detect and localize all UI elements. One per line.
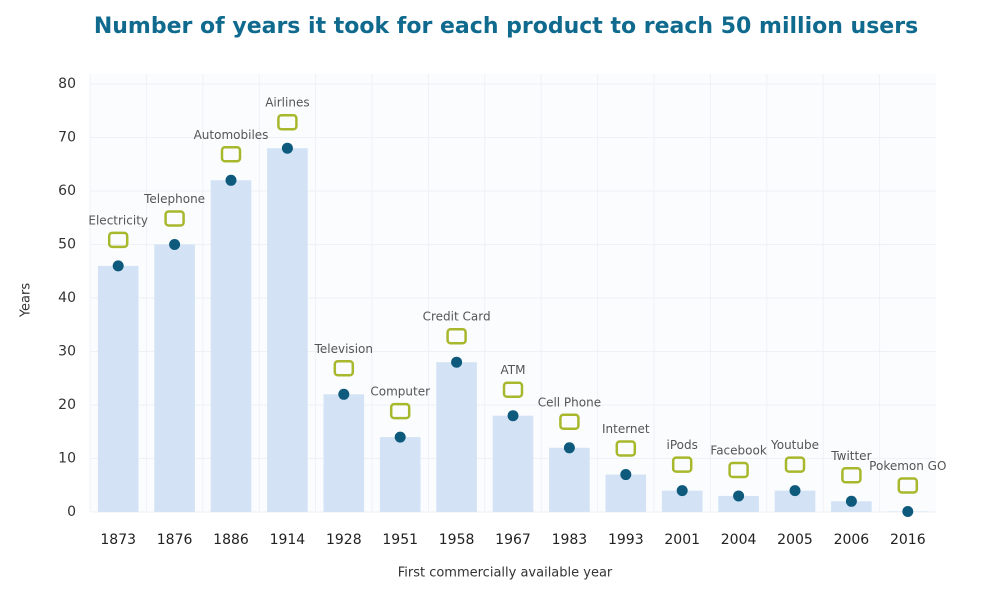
product-icon [728, 461, 749, 479]
y-tick-label: 20 [58, 397, 76, 413]
bar [718, 495, 759, 512]
x-tick-label: 1886 [213, 532, 249, 548]
x-tick-label: 1983 [552, 532, 588, 548]
data-dot [394, 431, 406, 443]
product-label: ATM [501, 363, 526, 377]
product-label: Computer [370, 385, 430, 399]
product-label: Facebook [710, 443, 766, 457]
x-tick-label: 2006 [834, 532, 870, 548]
x-tick-label: 1876 [157, 532, 193, 548]
y-tick-label: 40 [58, 290, 76, 306]
product-label: Television [314, 342, 373, 356]
chart-title: Number of years it took for each product… [94, 14, 918, 39]
bar [323, 394, 365, 512]
bar [97, 265, 139, 512]
x-tick-label: 1967 [495, 532, 531, 548]
product-icon [841, 467, 862, 484]
product-icon [615, 440, 637, 457]
x-axis-title: First commercially available year [398, 566, 613, 581]
x-tick-label: 2005 [777, 532, 813, 548]
product-icon [107, 231, 129, 249]
x-tick-label: 1873 [100, 532, 136, 548]
data-dot [676, 485, 688, 497]
y-tick-label: 60 [58, 183, 76, 199]
product-icon [897, 477, 919, 494]
y-tick-label: 0 [67, 504, 76, 520]
bar [661, 490, 703, 512]
data-dot [338, 388, 350, 400]
data-dot [169, 239, 181, 250]
product-label: Youtube [770, 438, 819, 452]
product-label: Credit Card [423, 310, 491, 324]
product-label: Pokemon GO [869, 459, 946, 473]
x-tick-label: 1958 [439, 532, 475, 548]
x-tick-label: 1928 [326, 532, 362, 548]
product-icon [389, 402, 411, 420]
bar [605, 474, 647, 512]
data-dot [281, 142, 293, 154]
y-axis-title: Years [19, 283, 34, 319]
product-icon [164, 210, 185, 227]
y-tick-label: 70 [58, 130, 76, 146]
bar [267, 148, 308, 512]
data-dot [507, 410, 519, 422]
bar [210, 180, 252, 513]
product-icon [220, 146, 242, 163]
product-icon [559, 413, 580, 431]
data-dot [902, 505, 914, 517]
bar [154, 244, 195, 512]
product-icon [446, 327, 467, 345]
data-dot [451, 356, 463, 368]
x-tick-label: 2001 [664, 532, 700, 548]
bar [436, 362, 477, 512]
data-dot [789, 485, 801, 497]
product-label: Automobiles [194, 128, 269, 142]
x-tick-label: 1993 [608, 532, 644, 548]
x-tick-label: 2004 [721, 532, 757, 548]
product-label: Airlines [265, 96, 309, 110]
data-dot [225, 174, 237, 186]
x-tick-label: 2016 [890, 532, 926, 548]
product-icon [671, 456, 693, 473]
product-icon [333, 360, 355, 377]
data-dot [563, 442, 575, 454]
y-tick-label: 50 [58, 237, 76, 253]
product-label: iPods [667, 438, 698, 452]
x-tick-label: 1951 [382, 532, 418, 548]
bar [774, 490, 816, 512]
product-icon [277, 113, 298, 131]
product-label: Cell Phone [538, 395, 601, 409]
data-dot [845, 495, 857, 507]
bar [379, 437, 421, 512]
bar [549, 447, 590, 512]
x-tick-label: 1914 [270, 532, 306, 548]
y-tick-label: 30 [58, 344, 76, 360]
product-label: Electricity [88, 213, 148, 227]
bar [492, 415, 534, 512]
data-dot [620, 469, 632, 481]
data-dot [112, 260, 124, 272]
product-label: Twitter [830, 449, 871, 463]
product-label: Internet [602, 422, 650, 436]
y-tick-label: 10 [58, 451, 76, 467]
product-label: Telephone [143, 192, 205, 206]
y-tick-label: 80 [58, 76, 76, 92]
product-icon [502, 381, 524, 398]
product-icon [784, 456, 806, 473]
data-dot [733, 490, 745, 502]
